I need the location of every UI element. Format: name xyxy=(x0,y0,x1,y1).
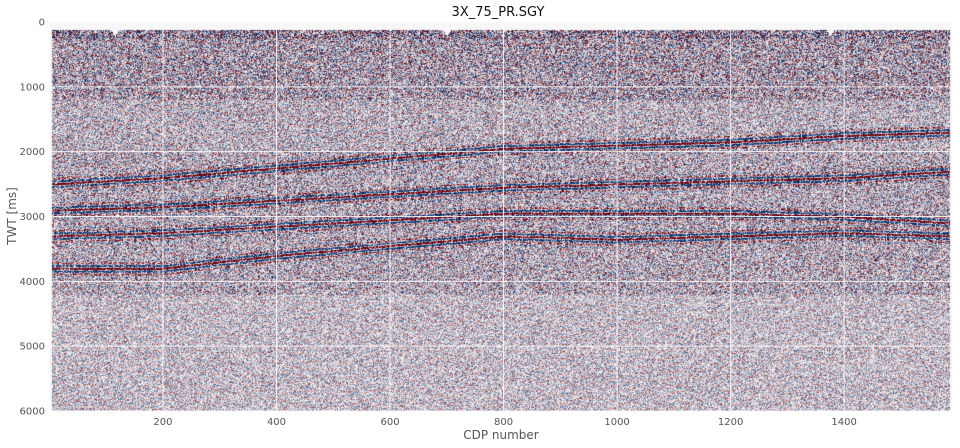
x-tick-label: 400 xyxy=(267,417,286,428)
y-tick-label: 6000 xyxy=(20,407,45,418)
y-tick-label: 4000 xyxy=(20,277,45,288)
y-tick-label: 5000 xyxy=(20,342,45,353)
grid-lines xyxy=(50,21,952,412)
y-tick-label: 0 xyxy=(39,18,45,29)
x-tick-label: 600 xyxy=(380,417,399,428)
y-tick-label: 3000 xyxy=(20,212,45,223)
x-tick-label: 1000 xyxy=(604,417,629,428)
x-tick-label: 1400 xyxy=(831,417,856,428)
x-axis-ticks: 200 400 600 800 1000 1200 1400 xyxy=(153,417,856,428)
y-tick-label: 2000 xyxy=(20,147,45,158)
x-axis-label: CDP number xyxy=(463,428,539,442)
x-tick-label: 1200 xyxy=(718,417,743,428)
y-tick-label: 1000 xyxy=(20,82,45,93)
y-axis-ticks: 0 1000 2000 3000 4000 5000 6000 xyxy=(20,18,45,418)
y-axis-label: TWT [ms] xyxy=(5,187,19,246)
x-tick-label: 800 xyxy=(494,417,513,428)
x-tick-label: 200 xyxy=(153,417,172,428)
chart-title: 3X_75_PR.SGY xyxy=(452,5,545,20)
